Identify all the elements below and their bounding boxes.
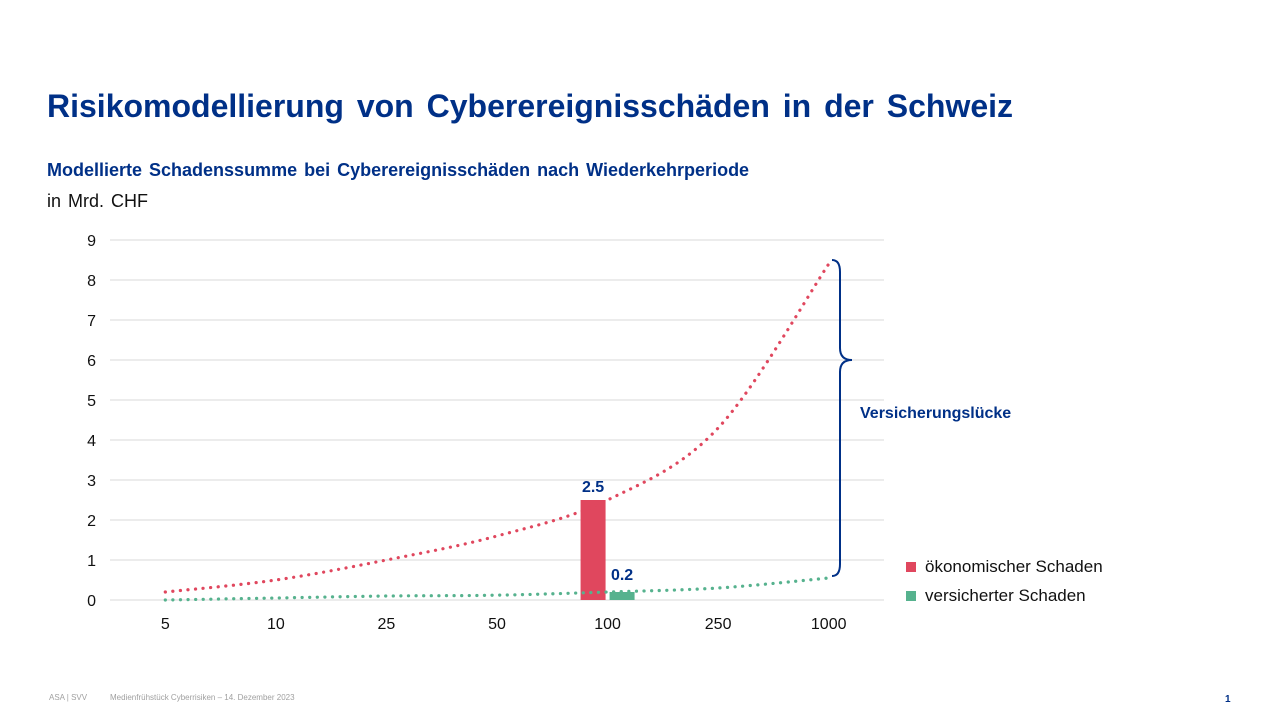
x-tick-label: 100 (594, 616, 621, 633)
legend-swatch-economic (906, 562, 916, 572)
bar-economic (580, 500, 606, 600)
x-tick-label: 10 (267, 616, 285, 633)
legend-label: ökonomischer Schaden (925, 557, 1103, 576)
y-tick-label: 3 (87, 473, 96, 490)
page-number: 1 (1225, 694, 1231, 705)
x-tick-label: 25 (378, 616, 396, 633)
y-tick-label: 9 (87, 233, 96, 250)
annotations: Versicherungslücke (831, 259, 1011, 577)
x-tick-label: 50 (488, 616, 506, 633)
brace-annotation (831, 259, 853, 577)
y-tick-label: 1 (87, 553, 96, 570)
x-tick-label: 250 (705, 616, 732, 633)
series-lines (163, 262, 831, 602)
bars: 2.5 0.2 (580, 479, 635, 600)
bar-data-label: 0.2 (611, 567, 633, 584)
x-axis-ticks: 5 10 25 50 100 250 1000 (161, 616, 847, 633)
unit-label: in Mrd. CHF (47, 191, 149, 211)
y-tick-label: 8 (87, 273, 96, 290)
legend-label: versicherter Schaden (925, 586, 1086, 605)
footer-event: Medienfrühstück Cyberrisiken – 14. Dezem… (110, 693, 295, 702)
y-tick-label: 7 (87, 313, 96, 330)
x-tick-label: 5 (161, 616, 170, 633)
legend: ökonomischer Schaden versicherter Schaden (906, 557, 1103, 605)
insurance-gap-label: Versicherungslücke (860, 405, 1011, 422)
y-axis-ticks: 0 1 2 3 4 5 6 7 8 9 (87, 233, 96, 610)
y-tick-label: 2 (87, 513, 96, 530)
y-tick-label: 0 (87, 593, 96, 610)
slide-title: Risikomodellierung von Cyberereignisschä… (47, 88, 1014, 124)
footer-organization: ASA | SVV (49, 693, 88, 702)
y-tick-label: 4 (87, 433, 96, 450)
bar-insured (609, 592, 635, 600)
chart-subtitle: Modellierte Schadenssumme bei Cyberereig… (47, 160, 750, 180)
gridlines (110, 239, 884, 601)
y-tick-label: 5 (87, 393, 96, 410)
series-line-economic (163, 262, 831, 594)
x-tick-label: 1000 (811, 616, 847, 633)
legend-swatch-insured (906, 591, 916, 601)
y-tick-label: 6 (87, 353, 96, 370)
bar-data-label: 2.5 (582, 479, 604, 496)
